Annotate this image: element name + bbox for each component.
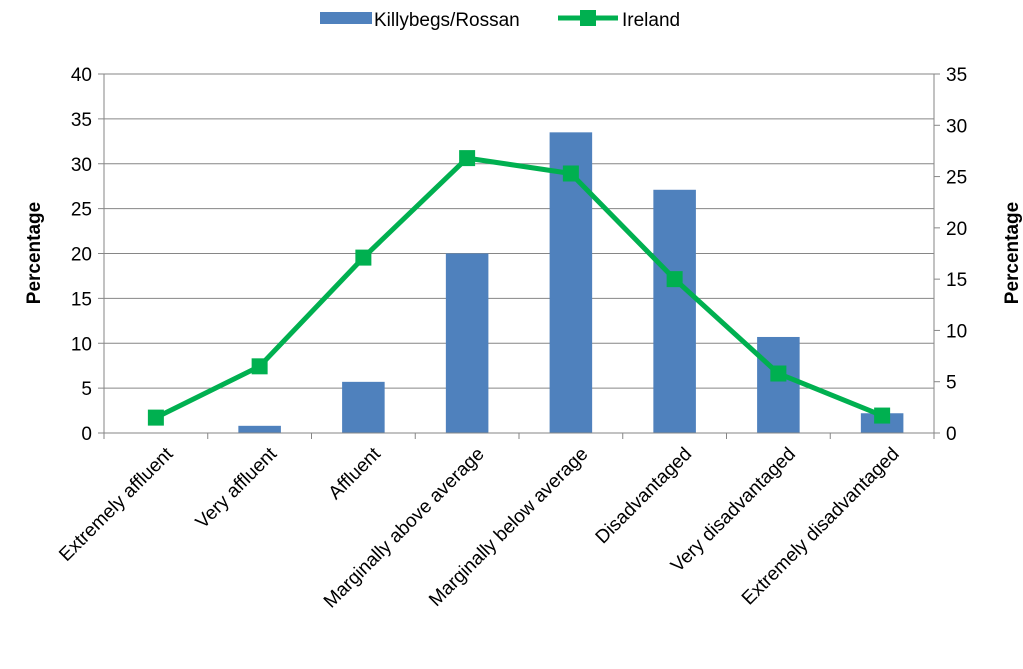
legend-label-ireland: Ireland [622, 10, 680, 31]
line-series [147, 150, 891, 426]
legend-marker-ireland [580, 10, 596, 26]
right-tick-label: 35 [946, 65, 967, 86]
ireland-point [251, 358, 268, 375]
category-label: Very affluent [192, 443, 282, 533]
ireland-point [666, 271, 683, 288]
right-tick-label: 5 [946, 373, 957, 394]
left-tick-label: 35 [71, 110, 92, 131]
category-label: Extremely affluent [55, 443, 178, 566]
right-tick-label: 30 [946, 116, 967, 137]
ireland-point [562, 165, 579, 182]
ireland-point [770, 365, 787, 382]
right-axis-title: Percentage [1002, 202, 1023, 304]
legend-label-killybegs: Killybegs/Rossan [374, 10, 520, 31]
ireland-point [459, 150, 476, 167]
left-tick-label: 30 [71, 155, 92, 176]
ireland-point [874, 407, 891, 424]
left-tick-label: 20 [71, 245, 92, 266]
left-tick-label: 25 [71, 200, 92, 221]
bar [238, 425, 281, 433]
left-tick-label: 0 [81, 424, 92, 445]
legend: Killybegs/Rossan Ireland [320, 10, 680, 31]
axes [98, 73, 940, 439]
bar [757, 336, 800, 433]
bar [342, 381, 385, 433]
left-tick-label: 5 [81, 379, 92, 400]
legend-swatch-killybegs [320, 12, 372, 24]
bar [549, 132, 593, 433]
left-axis-title: Percentage [24, 202, 45, 304]
ireland-point [355, 249, 372, 266]
ireland-point [147, 409, 164, 426]
right-tick-label: 25 [946, 168, 967, 189]
bar [653, 189, 696, 433]
right-tick-label: 0 [946, 424, 957, 445]
right-tick-label: 20 [946, 219, 967, 240]
bar [445, 253, 489, 433]
right-tick-label: 15 [946, 270, 967, 291]
category-label: Disadvantaged [592, 444, 696, 548]
left-tick-label: 40 [71, 65, 92, 86]
category-axis-labels: Extremely affluent Very affluent AffluentM… [55, 443, 903, 612]
ireland-line [154, 155, 884, 420]
right-tick-label: 10 [946, 321, 967, 342]
left-axis-ticks: 0 5 10 15 20 25 30 35 40 [71, 65, 92, 445]
left-tick-label: 10 [71, 334, 92, 355]
left-tick-label: 15 [71, 289, 92, 310]
right-axis-ticks: 0 5 10 15 20 25 30 35 [946, 65, 967, 445]
bar-series [238, 132, 904, 433]
category-label: Affluent [325, 443, 386, 504]
